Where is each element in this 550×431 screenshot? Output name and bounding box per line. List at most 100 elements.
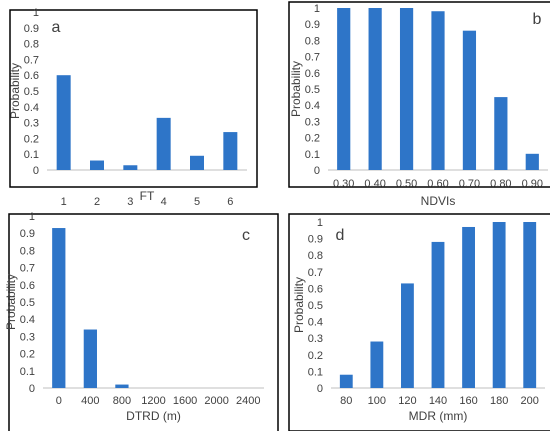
bar-d-180 [492, 222, 506, 388]
x-tick-label: 0.40 [364, 178, 385, 190]
y-tick-label: 0.1 [20, 366, 35, 378]
y-tick-label: 0 [29, 383, 35, 395]
bar-d-80 [339, 374, 353, 388]
x-tick-label: 0.30 [333, 178, 354, 190]
x-tick-label: 400 [81, 395, 99, 407]
y-tick-label: 0.5 [20, 297, 35, 309]
y-tick-label: 0.9 [24, 23, 39, 35]
x-tick-label: 0.50 [396, 178, 417, 190]
bar-a-3 [123, 165, 138, 170]
y-tick-label: 0.8 [24, 39, 39, 51]
bar-a-2 [90, 160, 104, 170]
bar-a-1 [56, 75, 71, 170]
bar-c-800 [115, 384, 129, 388]
y-tick-label: 0 [314, 165, 320, 177]
y-tick-label: 1 [33, 7, 39, 19]
y-tick-label: 0.7 [24, 54, 39, 66]
x-axis-title: MDR (mm) [409, 409, 468, 423]
y-tick-label: 0 [33, 165, 39, 177]
y-tick-label: 1 [29, 211, 35, 223]
bar-b-0.60 [431, 11, 445, 170]
y-tick-label: 0.8 [305, 35, 320, 47]
bar-a-6 [223, 132, 238, 170]
y-tick-label: 0.3 [305, 116, 320, 128]
y-tick-label: 0.7 [308, 267, 323, 279]
y-tick-label: 0.5 [308, 300, 323, 312]
x-tick-label: 200 [521, 395, 539, 407]
y-tick-label: 0.9 [305, 19, 320, 31]
y-tick-label: 0.3 [308, 333, 323, 345]
bar-a-4 [156, 117, 171, 170]
x-tick-label: 0.70 [459, 178, 480, 190]
bar-d-160 [462, 226, 475, 388]
bar-c-400 [83, 329, 97, 388]
y-tick-label: 0.2 [305, 133, 320, 145]
y-tick-label: 0.4 [20, 314, 35, 326]
y-tick-label: 0.4 [305, 100, 320, 112]
panel-frame [288, 213, 550, 431]
bar-b-0.40 [368, 8, 382, 170]
panel-label: a [52, 19, 61, 36]
y-tick-label: 1 [314, 3, 320, 15]
y-tick-label: 0.5 [305, 84, 320, 96]
y-tick-label: 0.4 [308, 317, 323, 329]
x-tick-label: 1200 [141, 395, 165, 407]
panel-label: d [336, 227, 345, 244]
bar-d-100 [370, 341, 384, 388]
y-tick-label: 1 [317, 217, 323, 229]
bar-b-0.90 [525, 153, 539, 170]
y-tick-label: 0 [317, 383, 323, 395]
bar-d-120 [401, 283, 414, 388]
panel-c: 0 0.1 0.2 0.3 0.4 0.5 0.6 0.7 0.8 0.9 1 Probability… [4, 211, 279, 431]
bar-b-0.80 [494, 97, 508, 170]
y-tick-label: 0.8 [20, 245, 35, 257]
bar-a-5 [190, 155, 204, 170]
panel-label: b [533, 11, 542, 28]
y-tick-label: 0.9 [308, 234, 323, 246]
y-tick-label: 0.1 [308, 366, 323, 378]
x-tick-label: 180 [490, 395, 508, 407]
panel-label: c [242, 227, 250, 244]
x-axis-title: NDVIs [421, 194, 456, 208]
y-tick-label: 0.6 [305, 68, 320, 80]
x-tick-label: 0 [56, 395, 62, 407]
x-tick-label: 2000 [204, 395, 228, 407]
panel-b: 0 0.1 0.2 0.3 0.4 0.5 0.6 0.7 0.8 0.9 1 Probability… [288, 1, 550, 208]
y-tick-label: 0.6 [24, 70, 39, 82]
x-tick-label: 120 [398, 395, 416, 407]
bar-d-140 [431, 241, 445, 388]
y-axis-title: Probability [289, 61, 303, 117]
x-tick-label: 5 [194, 196, 200, 208]
y-tick-label: 0.1 [24, 149, 39, 161]
panel-frame [9, 9, 258, 188]
x-tick-label: 2400 [236, 395, 260, 407]
x-axis-title: DTRD (m) [126, 409, 181, 423]
y-tick-label: 0.1 [305, 149, 320, 161]
y-tick-label: 0.5 [24, 86, 39, 98]
y-tick-label: 0.3 [24, 118, 39, 130]
x-tick-label: 100 [368, 395, 386, 407]
bar-c-0 [52, 228, 66, 388]
y-axis-title: Probability [4, 274, 18, 330]
y-axis-title: Probability [292, 277, 306, 333]
y-tick-label: 0.2 [308, 350, 323, 362]
y-tick-label: 0.4 [24, 102, 39, 114]
bar-b-0.50 [399, 8, 414, 170]
y-tick-label: 0.7 [305, 52, 320, 64]
y-tick-label: 0.8 [308, 250, 323, 262]
bar-d-200 [523, 222, 537, 388]
x-tick-label: 4 [161, 196, 167, 208]
y-tick-label: 0.2 [20, 349, 35, 361]
panel-frame [8, 213, 279, 431]
y-tick-label: 0.2 [24, 133, 39, 145]
x-tick-label: 0.80 [490, 178, 511, 190]
y-axis-title: Probability [8, 63, 22, 119]
bar-b-0.70 [462, 30, 477, 171]
panel-d: 0 0.1 0.2 0.3 0.4 0.5 0.6 0.7 0.8 0.9 1 Probability… [288, 213, 550, 431]
x-tick-label: 1600 [173, 395, 197, 407]
x-tick-label: 0.90 [522, 178, 543, 190]
x-tick-label: 1 [61, 196, 67, 208]
y-tick-label: 0.7 [20, 263, 35, 275]
x-tick-label: 6 [227, 196, 233, 208]
